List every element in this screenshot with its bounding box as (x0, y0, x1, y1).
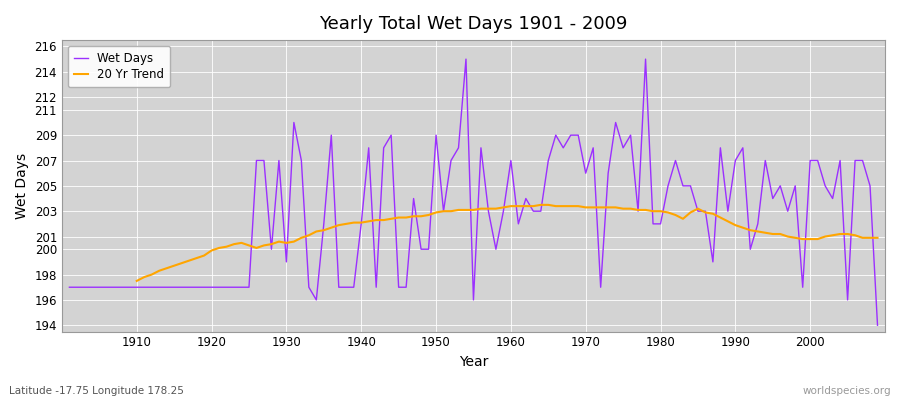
Wet Days (461, 57, 472, 62)
Wet Days (506, 158, 517, 163)
20 Yr Trend (131, 278, 142, 283)
20 Yr Trend (513, 204, 524, 208)
X-axis label: Year: Year (459, 355, 488, 369)
Y-axis label: Wet Days: Wet Days (15, 153, 29, 219)
Line: Wet Days: Wet Days (69, 59, 878, 325)
Line: 20 Yr Trend: 20 Yr Trend (137, 205, 877, 281)
Text: Latitude -17.75 Longitude 178.25: Latitude -17.75 Longitude 178.25 (9, 386, 184, 396)
Title: Yearly Total Wet Days 1901 - 2009: Yearly Total Wet Days 1901 - 2009 (320, 15, 627, 33)
20 Yr Trend (820, 234, 831, 239)
Text: worldspecies.org: worldspecies.org (803, 386, 891, 396)
Wet Days (289, 120, 300, 125)
Wet Days (64, 285, 75, 290)
20 Yr Trend (536, 202, 546, 207)
Wet Days (513, 222, 524, 226)
Wet Days (124, 285, 135, 290)
20 Yr Trend (872, 236, 883, 240)
20 Yr Trend (842, 232, 853, 236)
20 Yr Trend (274, 239, 284, 244)
Legend: Wet Days, 20 Yr Trend: Wet Days, 20 Yr Trend (68, 46, 170, 87)
20 Yr Trend (580, 205, 591, 210)
Wet Days (333, 285, 344, 290)
20 Yr Trend (303, 233, 314, 238)
Wet Days (603, 171, 614, 176)
Wet Days (872, 323, 883, 328)
